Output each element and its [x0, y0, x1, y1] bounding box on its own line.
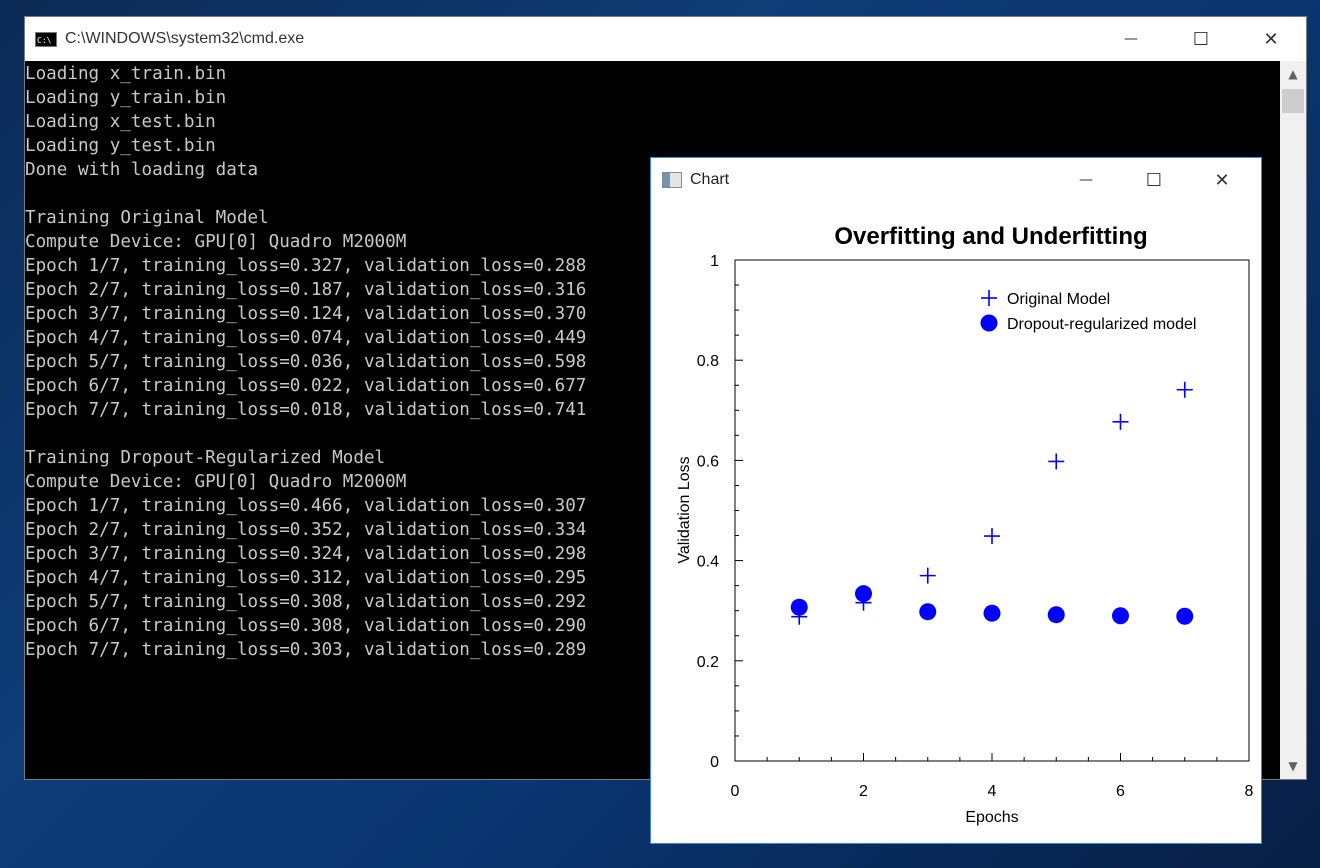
console-line: Epoch 2/7, training_loss=0.187, validati…	[25, 280, 587, 300]
minimize-icon: —	[1079, 172, 1093, 188]
chart-close-button[interactable]: ✕	[1187, 158, 1257, 202]
data-marks	[790, 381, 1194, 625]
chart-window-title: Chart	[690, 171, 730, 188]
legend-marker-circle-icon	[980, 314, 998, 332]
chart-app-icon	[662, 172, 682, 188]
console-line: Epoch 3/7, training_loss=0.124, validati…	[25, 304, 587, 324]
dropout-model-point	[1176, 607, 1194, 625]
console-line: Epoch 6/7, training_loss=0.022, validati…	[25, 376, 587, 396]
x-tick-label: 8	[1245, 783, 1254, 800]
legend-entry-label: Original Model	[1007, 291, 1110, 308]
close-icon: ✕	[1263, 28, 1279, 50]
maximize-icon: ☐	[1192, 28, 1210, 50]
y-tick-label: 0.6	[697, 453, 719, 470]
cmd-window-title: C:\WINDOWS\system32\cmd.exe	[65, 30, 305, 47]
y-tick-label: 0.8	[697, 353, 719, 370]
console-line: Training Dropout-Regularized Model	[25, 448, 386, 468]
console-line: Epoch 7/7, training_loss=0.303, validati…	[25, 640, 587, 660]
x-tick-label: 0	[731, 783, 740, 800]
dropout-model-point	[790, 598, 808, 616]
maximize-icon: ☐	[1145, 169, 1163, 191]
y-tick-label: 0.2	[697, 654, 719, 671]
console-line: Epoch 5/7, training_loss=0.308, validati…	[25, 592, 587, 612]
maximize-button[interactable]: ☐	[1166, 17, 1236, 61]
close-icon: ✕	[1214, 169, 1230, 191]
console-line: Epoch 3/7, training_loss=0.324, validati…	[25, 544, 587, 564]
console-line: Done with loading data	[25, 160, 259, 180]
console-line: Epoch 7/7, training_loss=0.018, validati…	[25, 400, 587, 420]
legend-entry-label: Dropout-regularized model	[1007, 316, 1196, 333]
legend-marker-plus-icon	[981, 290, 997, 306]
x-axis-label: Epochs	[965, 809, 1018, 826]
minimize-icon: —	[1124, 31, 1138, 47]
console-line: Epoch 5/7, training_loss=0.036, validati…	[25, 352, 587, 372]
cmd-titlebar[interactable]: C:\ C:\WINDOWS\system32\cmd.exe — ☐ ✕	[25, 17, 1306, 61]
axes: 0 2 4 6 8 0 0.2 0.4 0.6 0.8 1	[697, 253, 1254, 800]
console-line: Epoch 1/7, training_loss=0.327, validati…	[25, 256, 587, 276]
scrollbar-thumb[interactable]	[1282, 89, 1304, 113]
original-model-point	[919, 567, 936, 584]
legend: Original Model Dropout-regularized model	[980, 290, 1196, 333]
original-model-point	[1112, 413, 1129, 430]
dropout-model-point	[1112, 607, 1129, 625]
scatter-chart: Overfitting and Underfitting 0 2 4 6 8 0 0.2 0.…	[676, 223, 1254, 826]
original-model-point	[1176, 381, 1193, 398]
console-line: Loading x_train.bin	[25, 64, 227, 84]
vertical-scrollbar[interactable]: ▲ ▼	[1280, 61, 1306, 779]
x-tick-label: 2	[859, 783, 868, 800]
y-tick-label: 1	[710, 253, 719, 270]
console-line: Compute Device: GPU[0] Quadro M2000M	[25, 232, 407, 252]
chart-minimize-button[interactable]: —	[1051, 158, 1121, 202]
scroll-up-button[interactable]: ▲	[1280, 61, 1306, 87]
console-line: Epoch 4/7, training_loss=0.074, validati…	[25, 328, 587, 348]
minimize-button[interactable]: —	[1096, 17, 1166, 61]
y-axis-label: Validation Loss	[676, 456, 693, 563]
scroll-down-button[interactable]: ▼	[1280, 753, 1306, 779]
console-line: Loading x_test.bin	[25, 112, 216, 132]
dropout-model-point	[855, 585, 872, 603]
chart-titlebar[interactable]: Chart — ☐ ✕	[651, 158, 1261, 202]
console-line: Loading y_test.bin	[25, 136, 216, 156]
console-line: Training Original Model	[25, 208, 269, 228]
console-line: Compute Device: GPU[0] Quadro M2000M	[25, 472, 407, 492]
console-line: Loading y_train.bin	[25, 88, 227, 108]
console-line: Epoch 2/7, training_loss=0.352, validati…	[25, 520, 587, 540]
chevron-down-icon: ▼	[1288, 759, 1298, 773]
cmd-app-icon: C:\	[35, 31, 57, 47]
console-output[interactable]: Loading x_train.bin Loading y_train.bin Lo…	[25, 61, 1281, 779]
dropout-model-point	[1047, 606, 1065, 624]
chevron-up-icon: ▲	[1288, 67, 1298, 81]
x-tick-label: 6	[1116, 783, 1125, 800]
y-tick-label: 0	[710, 754, 719, 771]
chart-title: Overfitting and Underfitting	[834, 223, 1147, 250]
close-button[interactable]: ✕	[1236, 17, 1306, 61]
chart-maximize-button[interactable]: ☐	[1119, 158, 1189, 202]
original-model-point	[1048, 453, 1065, 470]
console-line: Epoch 6/7, training_loss=0.308, validati…	[25, 616, 587, 636]
y-tick-label: 0.4	[697, 554, 719, 571]
chart-window[interactable]: Chart — ☐ ✕ Overfitting and Underfitting…	[650, 157, 1262, 844]
plot-area-frame	[734, 259, 1250, 762]
dropout-model-point	[919, 603, 937, 621]
console-line: Epoch 4/7, training_loss=0.312, validati…	[25, 568, 587, 588]
original-model-point	[984, 528, 1000, 545]
console-line: Epoch 1/7, training_loss=0.466, validati…	[25, 496, 587, 516]
dropout-model-point	[983, 604, 1001, 622]
x-tick-label: 4	[988, 783, 997, 800]
